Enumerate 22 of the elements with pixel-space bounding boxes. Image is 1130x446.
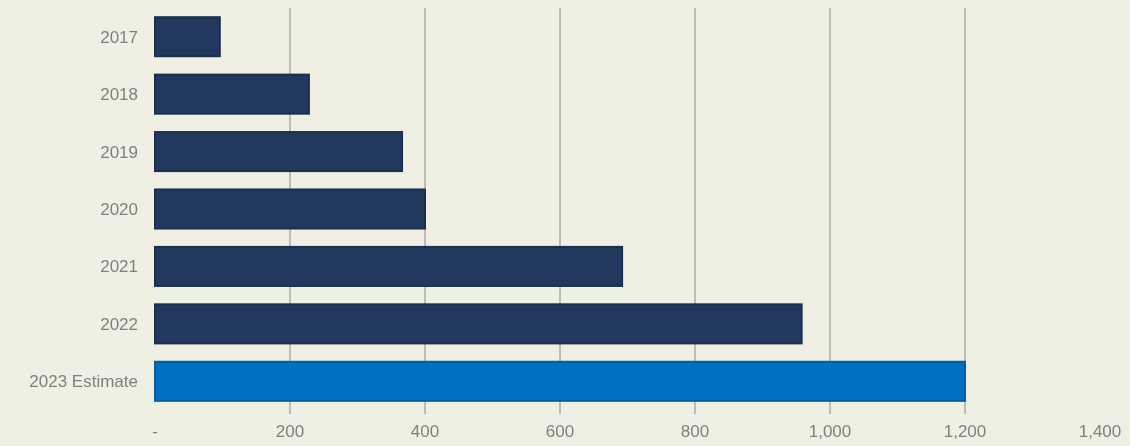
bar <box>154 245 624 287</box>
y-tick-label: 2017 <box>100 27 138 47</box>
y-tick-label: 2018 <box>100 85 138 105</box>
x-tick-label: 200 <box>275 422 305 441</box>
bar <box>154 188 426 230</box>
bar <box>154 360 966 402</box>
x-tick-label: 1,400 <box>1078 422 1122 441</box>
bar <box>154 16 221 58</box>
bar <box>154 73 310 115</box>
bar <box>154 131 404 173</box>
y-tick-label: 2019 <box>100 142 138 162</box>
x-tick-label: 1,000 <box>808 422 852 441</box>
y-tick-label: 2021 <box>100 257 138 277</box>
y-tick-label: 2022 <box>100 314 138 334</box>
x-tick-label: 800 <box>680 422 710 441</box>
bar <box>154 303 803 345</box>
x-tick-label: 600 <box>545 422 575 441</box>
x-tick-label: - <box>152 422 158 441</box>
x-tick-label: 400 <box>410 422 440 441</box>
y-tick-label: 2023 Estimate <box>29 372 138 392</box>
y-tick-label: 2020 <box>100 199 138 219</box>
x-tick-label: 1,200 <box>943 422 987 441</box>
